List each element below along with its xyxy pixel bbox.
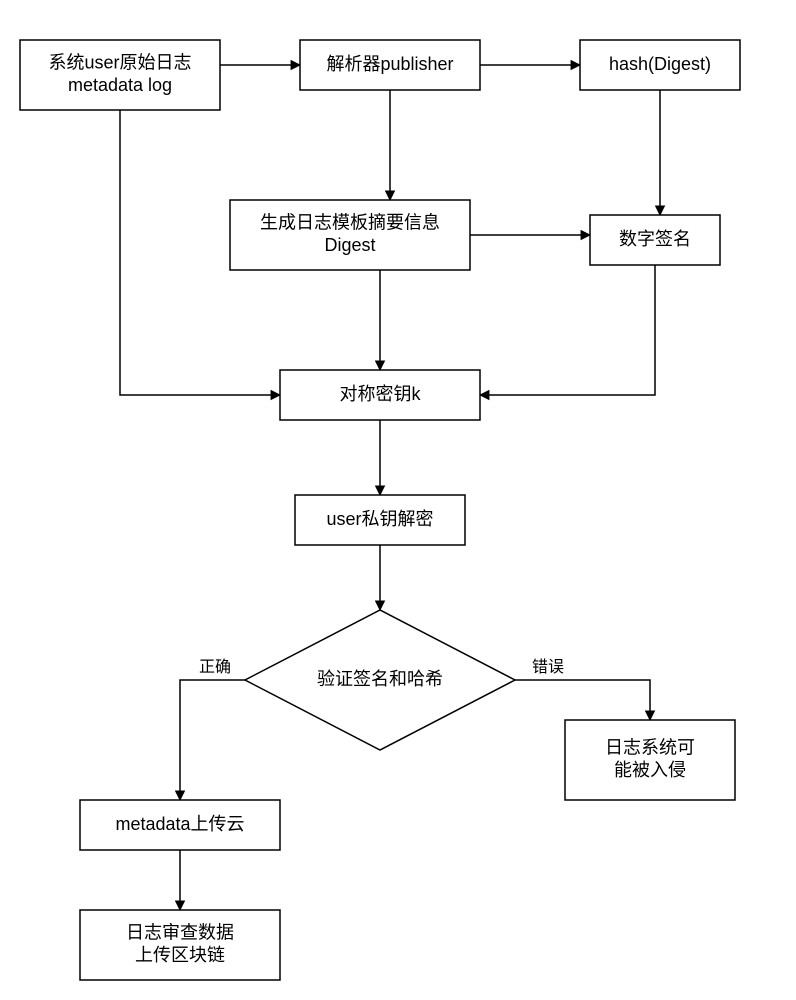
svg-text:验证签名和哈希: 验证签名和哈希 xyxy=(317,669,443,689)
svg-text:系统user原始日志: 系统user原始日志 xyxy=(48,53,191,73)
svg-text:日志系统可: 日志系统可 xyxy=(605,738,695,758)
edge-7 xyxy=(480,265,655,395)
svg-text:解析器publisher: 解析器publisher xyxy=(326,54,453,74)
edge-label-11: 错误 xyxy=(532,658,564,676)
nodes-layer: 系统user原始日志metadata log 解析器publisher hash(D… xyxy=(20,40,740,980)
svg-text:能被入侵: 能被入侵 xyxy=(614,760,686,780)
svg-text:metadata log: metadata log xyxy=(68,75,172,95)
svg-text:上传区块链: 上传区块链 xyxy=(135,945,225,965)
flowchart-canvas: 正确 错误 系统user原始日志metadata log 解析器publisher h… xyxy=(0,0,796,1000)
svg-text:Digest: Digest xyxy=(324,235,375,255)
svg-text:metadata上传云: metadata上传云 xyxy=(115,814,244,834)
edge-label-10: 正确 xyxy=(199,658,231,676)
edge-11 xyxy=(515,680,650,720)
svg-text:日志审查数据: 日志审查数据 xyxy=(126,923,234,943)
svg-text:hash(Digest): hash(Digest) xyxy=(609,54,711,74)
svg-text:user私钥解密: user私钥解密 xyxy=(326,509,433,529)
svg-text:数字签名: 数字签名 xyxy=(619,229,691,249)
edge-10 xyxy=(180,680,245,800)
svg-text:对称密钥k: 对称密钥k xyxy=(340,384,422,404)
svg-text:生成日志模板摘要信息: 生成日志模板摘要信息 xyxy=(260,213,440,233)
